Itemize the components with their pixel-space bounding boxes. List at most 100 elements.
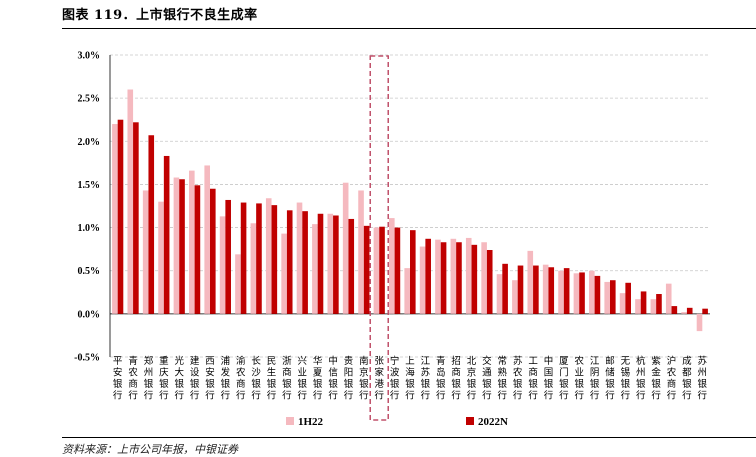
bar-1h22	[173, 177, 180, 314]
bar-1h22	[312, 224, 318, 314]
x-tick-label: 光大银行	[174, 355, 184, 402]
bar-1h22	[127, 89, 134, 314]
bar-2022n	[148, 135, 155, 314]
bar-2022n	[517, 265, 524, 314]
y-tick-label: 1.0%	[78, 223, 101, 234]
x-tick-label: 成都银行	[682, 355, 692, 402]
y-tick-label: 0.0%	[78, 309, 101, 320]
bar-2022n	[486, 250, 493, 314]
bar-1h22	[281, 233, 287, 314]
x-tick-label: 青农商行	[128, 355, 138, 402]
bar-1h22	[112, 124, 118, 314]
bar-2022n	[425, 238, 431, 314]
bar-2022n	[702, 308, 708, 314]
bar-2022n	[440, 242, 447, 314]
bar-1h22	[481, 242, 487, 314]
bar-1h22	[681, 312, 687, 314]
x-tick-label: 西安银行	[205, 356, 215, 402]
x-tick-label: 招商银行	[451, 355, 461, 402]
bar-1h22	[419, 246, 426, 314]
bar-1h22	[665, 283, 672, 314]
bar-2022n	[379, 226, 385, 314]
bar-2022n	[133, 122, 139, 314]
x-tick-label: 中信银行	[328, 355, 338, 402]
x-tick-label: 苏农银行	[513, 355, 523, 402]
bar-2022n	[240, 202, 247, 314]
bar-1h22	[435, 239, 441, 314]
bar-1h22	[512, 280, 518, 314]
x-tick-label: 交通银行	[482, 355, 492, 402]
bar-2022n	[210, 188, 216, 314]
figure-title: 图表 119．上市银行不良生成率	[62, 8, 258, 23]
bar-2022n	[117, 119, 124, 314]
x-tick-label: 北京银行	[467, 356, 477, 402]
y-tick-labels: 3.0% 2.5% 2.0% 1.5% 1.0% 0.5% 0.0% -0.5%	[74, 51, 100, 364]
bar-1h22	[450, 238, 457, 314]
bar-1h22	[558, 270, 564, 314]
x-tick-label: 民生银行	[267, 356, 277, 402]
y-tick-label: 2.0%	[78, 137, 101, 148]
bar-2022n	[394, 227, 401, 314]
bar-2022n	[625, 282, 631, 314]
bar-2022n	[533, 265, 539, 314]
bar-1h22	[250, 223, 257, 314]
x-tick-label: 农业银行	[574, 355, 584, 402]
bar-1h22	[619, 293, 626, 314]
bar-2022n	[610, 280, 616, 314]
bar-2022n	[348, 218, 355, 314]
bar-1h22	[327, 213, 334, 314]
bar-2022n	[333, 215, 339, 314]
bar-1h22	[373, 227, 380, 314]
bar-2022n	[640, 291, 647, 314]
x-tick-label: 江苏银行	[421, 356, 431, 402]
x-tick-label: 工商银行	[528, 356, 538, 402]
bar-2022n	[271, 205, 278, 314]
bar-1h22	[358, 190, 364, 314]
bar-1h22	[542, 264, 549, 314]
x-tick-label: 青岛银行	[436, 355, 446, 402]
bar-2022n	[286, 210, 293, 314]
bar-1h22	[265, 198, 272, 314]
bar-1h22	[650, 299, 657, 314]
bar-2022n	[502, 263, 508, 314]
x-tick-label: 平安银行	[113, 356, 123, 402]
bar-2022n	[363, 225, 370, 314]
x-tick-label: 常熟银行	[498, 355, 508, 402]
bar-2022n	[579, 272, 585, 314]
bar-1h22	[573, 273, 580, 314]
highlight-box	[369, 55, 389, 421]
x-tick-label: 上海银行	[405, 356, 415, 402]
y-tick-label: 0.5%	[78, 266, 101, 277]
bar-1h22	[296, 202, 303, 314]
y-tick-label: 1.5%	[78, 180, 101, 191]
bar-2022n	[302, 211, 308, 314]
bar-2022n	[317, 213, 324, 314]
bar-2022n	[656, 294, 662, 314]
bar-2022n	[671, 306, 678, 314]
bar-1h22	[496, 274, 503, 314]
bar-2022n	[410, 230, 416, 314]
bar-1h22	[389, 218, 395, 314]
x-tick-label: 贵阳银行	[344, 355, 354, 402]
bar-2022n	[563, 268, 570, 314]
bar-1h22	[527, 250, 534, 314]
x-tick-label: 建设银行	[190, 355, 200, 402]
x-tick-label: 杭州银行	[636, 355, 646, 402]
x-tick-label: 张家港行	[374, 356, 384, 402]
x-tick-label: 浦发银行	[221, 355, 231, 402]
x-tick-label: 渝农商行	[236, 355, 246, 402]
x-tick-labels: 平安银行青农商行郑州银行重庆银行光大银行建设银行西安银行浦发银行渝农商行长沙银行…	[113, 355, 708, 402]
y-tick-label: 3.0%	[78, 51, 101, 62]
bottom-rule	[62, 437, 756, 438]
x-tick-label: 南京银行	[359, 355, 369, 402]
x-tick-label: 长沙银行	[251, 355, 261, 402]
source-note: 资料来源：上市公司年报，中银证券	[62, 443, 238, 456]
bar-1h22	[465, 237, 472, 314]
x-tick-label: 紫金银行	[651, 356, 661, 402]
legend: 1H22 2022N	[286, 416, 508, 428]
legend-swatch-2022n	[466, 417, 474, 425]
legend-label-2022n: 2022N	[478, 416, 508, 428]
bar-2022n	[179, 179, 185, 314]
bar-1h22	[342, 182, 349, 314]
x-tick-label: 邮储银行	[605, 355, 615, 402]
